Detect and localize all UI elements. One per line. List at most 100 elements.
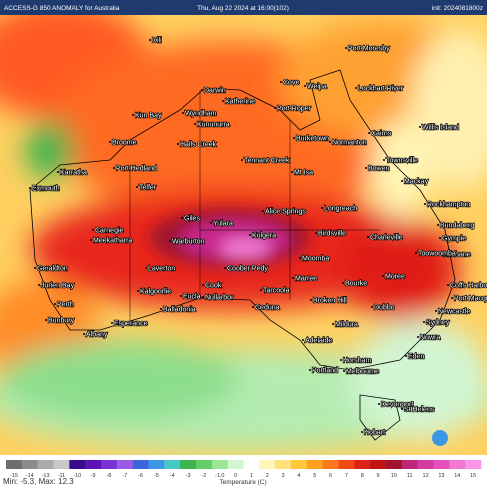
town-dot xyxy=(83,333,85,335)
colorbar-swatch xyxy=(148,460,165,469)
town-dot xyxy=(299,257,301,259)
colorbar-label: 11 xyxy=(407,473,413,479)
min-max: Min: -5.3, Max: 12.3 xyxy=(3,477,74,486)
colorbar-swatch xyxy=(449,460,466,469)
town-label: Bundaberg xyxy=(440,223,474,230)
town-dot xyxy=(92,229,94,231)
town-dot xyxy=(401,180,403,182)
town-dot xyxy=(180,295,182,297)
town-label: Ceduna xyxy=(255,305,280,312)
colorbar-label: 1 xyxy=(250,473,253,479)
colorbar-label: -2 xyxy=(201,473,206,479)
town-dot xyxy=(29,187,31,189)
town-dot xyxy=(439,237,441,239)
colorbar-swatch xyxy=(37,460,54,469)
town-dot xyxy=(280,81,282,83)
town-dot xyxy=(177,143,179,145)
colorbar-swatch xyxy=(227,460,244,469)
town-dot xyxy=(274,107,276,109)
colorbar-swatch xyxy=(243,460,260,469)
town-dot xyxy=(440,253,442,255)
colorbar-swatch xyxy=(275,460,292,469)
colorbar-swatch xyxy=(322,460,339,469)
borders xyxy=(129,90,380,320)
town-dot xyxy=(260,289,262,291)
town-label: Geraldton xyxy=(37,266,68,273)
town-label: Kununurra xyxy=(197,122,230,129)
town-label: Horsham xyxy=(343,358,372,365)
town-dot xyxy=(149,39,151,41)
town-dot xyxy=(309,369,311,371)
header-right: init: 2024081800z xyxy=(432,5,483,12)
town-dot xyxy=(378,403,380,405)
colorbar-label: -14 xyxy=(26,473,34,479)
colorbar-swatch xyxy=(259,460,276,469)
town-dot xyxy=(292,277,294,279)
town-dot xyxy=(302,339,304,341)
colorbar-swatch xyxy=(465,460,482,469)
town-dot xyxy=(241,159,243,161)
town-dot xyxy=(202,296,204,298)
colorbar-label: 14 xyxy=(454,473,460,479)
town-dot xyxy=(332,323,334,325)
town-dot xyxy=(136,186,138,188)
colorbar-swatch xyxy=(306,460,323,469)
town-label: Tarcoola xyxy=(263,288,290,295)
town-label: Port Macquarie xyxy=(454,296,487,303)
town-dot xyxy=(310,299,312,301)
colorbar-label: -4 xyxy=(170,473,175,479)
town-dot xyxy=(304,85,306,87)
colorbar-label: -1.0 xyxy=(215,473,224,479)
town-dot xyxy=(90,239,92,241)
town-label: Port Roper xyxy=(277,106,312,113)
town-dot xyxy=(169,240,171,242)
colorbar-label: -9 xyxy=(91,473,96,479)
town-label: Moree xyxy=(385,274,405,281)
colorbar-swatch xyxy=(401,460,418,469)
colorbar-label: -10 xyxy=(73,473,81,479)
colorbar-label: 4 xyxy=(297,473,300,479)
town-label: Port Moresby xyxy=(348,46,390,53)
colorbar-swatch xyxy=(116,460,133,469)
town-dot xyxy=(38,284,40,286)
colorbar-swatch xyxy=(370,460,387,469)
town-dot xyxy=(435,310,437,312)
colorbar-label: -15 xyxy=(10,473,18,479)
town-label: Devonport xyxy=(381,402,413,409)
colorbar-swatch xyxy=(196,460,213,469)
town-label: Kalgoorlie xyxy=(140,289,171,296)
town-dot xyxy=(113,167,115,169)
colorbar-label: -3 xyxy=(186,473,191,479)
town-dot xyxy=(361,431,363,433)
town-label: Broome xyxy=(112,140,137,147)
colorbar-swatch xyxy=(85,460,102,469)
town-dot xyxy=(329,141,331,143)
colorbar-swatch xyxy=(6,460,23,469)
town-label: Wyndham xyxy=(185,111,217,118)
town-label: Coober Pedy xyxy=(227,266,268,273)
town-label: Toowoomba xyxy=(418,251,456,258)
town-label: Gympie xyxy=(442,236,466,243)
town-label: Adelaide xyxy=(305,338,332,345)
colorbar-label: 0 xyxy=(234,473,237,479)
town-label: Normanton xyxy=(332,140,367,147)
town-dot xyxy=(417,336,419,338)
town-label: Broken Hill xyxy=(313,298,347,305)
header-center: Thu, Aug 22 2024 at 16:00(102) xyxy=(197,5,289,12)
town-dot xyxy=(132,114,134,116)
town-label: Giles xyxy=(184,216,200,223)
town-dot xyxy=(405,355,407,357)
town-dot xyxy=(368,132,370,134)
colorbar-swatch xyxy=(211,460,228,469)
town-label: Alice Springs xyxy=(265,209,306,216)
colorbar-label: 7 xyxy=(345,473,348,479)
town-dot xyxy=(57,171,59,173)
town-dot xyxy=(383,159,385,161)
colorbar: -15 -14 -13 -11 -10 -9 -8 -7 -6 -5 -4 -3 -2 -1.0 0 1 2 3 4… xyxy=(6,460,482,479)
colorbar-title: Temperature (C) xyxy=(219,479,266,486)
colorbar-swatch xyxy=(101,460,118,469)
colorbar-label: 6 xyxy=(329,473,332,479)
town-dot xyxy=(437,224,439,226)
town-dot xyxy=(342,282,344,284)
town-label: Exmouth xyxy=(32,186,60,193)
